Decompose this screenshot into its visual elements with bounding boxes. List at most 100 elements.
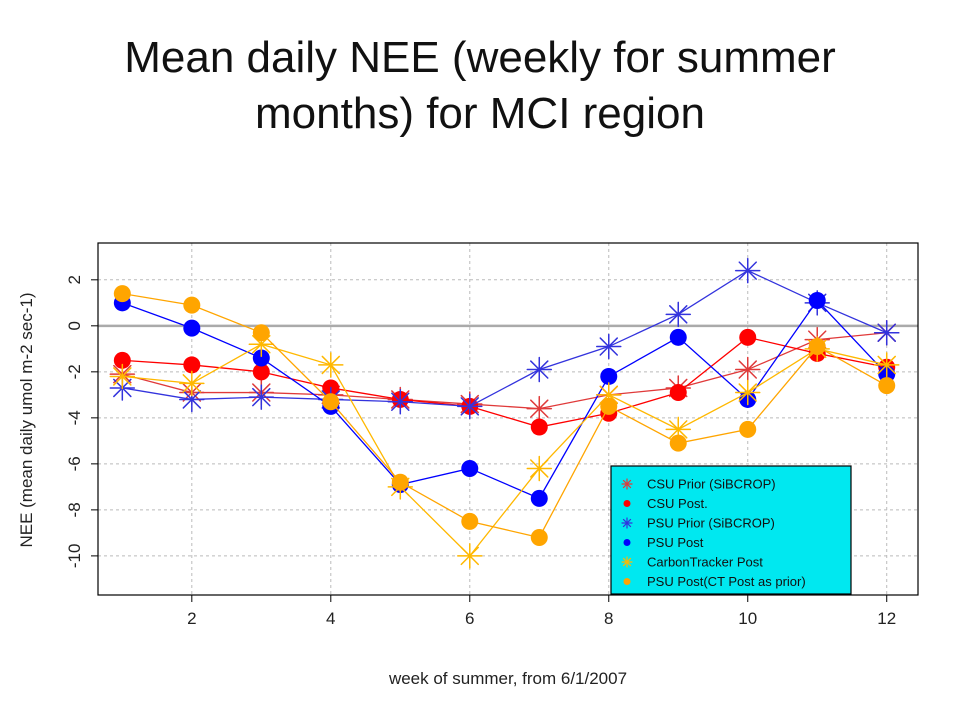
data-point [179, 386, 205, 413]
y-tick-label: -2 [65, 364, 84, 379]
data-point [461, 459, 479, 477]
data-point [183, 319, 201, 337]
x-axis-title: week of summer, from 6/1/2007 [388, 669, 627, 688]
data-point [873, 352, 900, 378]
data-point [526, 395, 553, 422]
legend-label-5: PSU Post(CT Post as prior) [647, 574, 806, 589]
star-stroke [113, 367, 132, 386]
data-point [252, 324, 270, 342]
x-tick-label: 4 [326, 609, 335, 628]
y-tick-label: 2 [65, 275, 84, 284]
star-stroke [252, 387, 271, 407]
title-line-2: months) for MCI region [255, 89, 705, 138]
star-stroke [530, 399, 549, 418]
data-point [734, 379, 761, 406]
legend-label-4: CarbonTracker Post [647, 555, 763, 570]
star-stroke [391, 392, 410, 411]
data-point [526, 356, 553, 383]
star-stroke [460, 546, 480, 566]
data-point [530, 489, 548, 507]
star-stroke [738, 261, 757, 280]
data-point [669, 434, 687, 452]
data-point [526, 455, 553, 482]
data-point [391, 473, 409, 491]
star-stroke [599, 337, 618, 356]
series-line [122, 269, 887, 408]
legend-label-1: CSU Post. [647, 496, 708, 511]
legend-marker-2 [621, 517, 633, 529]
star-stroke [877, 323, 896, 342]
data-point [808, 338, 826, 356]
y-tick-label: -6 [65, 456, 84, 471]
data-point [669, 328, 687, 346]
data-point [183, 356, 201, 374]
star-stroke [622, 557, 632, 567]
data-point [109, 363, 136, 390]
data-point [873, 319, 900, 346]
legend: CSU Prior (SiBCROP) CSU Post. PSU Prior (S… [610, 465, 852, 595]
x-tick-label: 8 [604, 609, 613, 628]
data-point [669, 384, 687, 402]
data-point [734, 356, 761, 383]
page-title: Mean daily NEE (weekly for summer months… [40, 30, 920, 142]
data-point [252, 349, 270, 367]
data-point [596, 333, 622, 360]
data-point [665, 416, 692, 443]
legend-label-0: CSU Prior (SiBCROP) [647, 477, 776, 492]
legend-marker-3 [623, 539, 631, 546]
data-point [530, 418, 548, 436]
data-point [457, 543, 483, 569]
series-line [122, 292, 888, 539]
y-tick-label: -4 [65, 410, 84, 425]
data-point [322, 393, 340, 411]
series-2 [109, 257, 900, 420]
series-line [122, 336, 887, 428]
series-0 [109, 319, 900, 422]
star-stroke [460, 397, 480, 416]
star-stroke [738, 360, 757, 379]
data-point [183, 296, 201, 314]
data-point [530, 528, 548, 546]
series-line [122, 299, 888, 500]
star-stroke [669, 420, 688, 439]
data-point [179, 370, 205, 397]
legend-label-3: PSU Post [647, 535, 704, 550]
series-line [122, 332, 887, 410]
data-point [600, 367, 618, 385]
star-stroke [622, 518, 632, 528]
star-stroke [530, 459, 549, 478]
star-stroke [182, 374, 202, 393]
y-tick-label: -10 [65, 544, 84, 569]
data-point [252, 363, 270, 381]
legend-marker-1 [623, 500, 631, 507]
x-tick-label: 2 [187, 609, 196, 628]
data-point [878, 377, 896, 395]
data-point [739, 420, 757, 438]
data-point [457, 393, 483, 420]
data-point [387, 388, 414, 415]
x-tick-label: 10 [738, 609, 757, 628]
legend-marker-0 [621, 478, 633, 490]
x-tick-label: 6 [465, 609, 474, 628]
star-stroke [530, 360, 549, 379]
data-point [248, 384, 275, 410]
legend-label-2: PSU Prior (SiBCROP) [647, 516, 775, 531]
star-stroke [877, 355, 896, 375]
y-tick-label: -8 [65, 502, 84, 517]
axes: 2 4 6 8 10 12 2 0 -2 -4 -6 -8 -10 [65, 275, 896, 628]
series-line [122, 343, 887, 557]
data-point [665, 301, 692, 328]
data-point [600, 397, 618, 415]
y-axis-title: NEE (mean daily umol m-2 sec-1) [17, 292, 36, 547]
title-line-1: Mean daily NEE (weekly for summer [124, 33, 836, 82]
data-point [734, 257, 761, 284]
data-point [461, 512, 479, 530]
series-5 [113, 285, 896, 546]
legend-marker-4 [621, 556, 633, 568]
star-stroke [669, 305, 688, 324]
data-point [113, 351, 131, 369]
legend-marker-5 [623, 578, 631, 585]
star-stroke [622, 479, 632, 489]
plot-frame [97, 242, 919, 596]
